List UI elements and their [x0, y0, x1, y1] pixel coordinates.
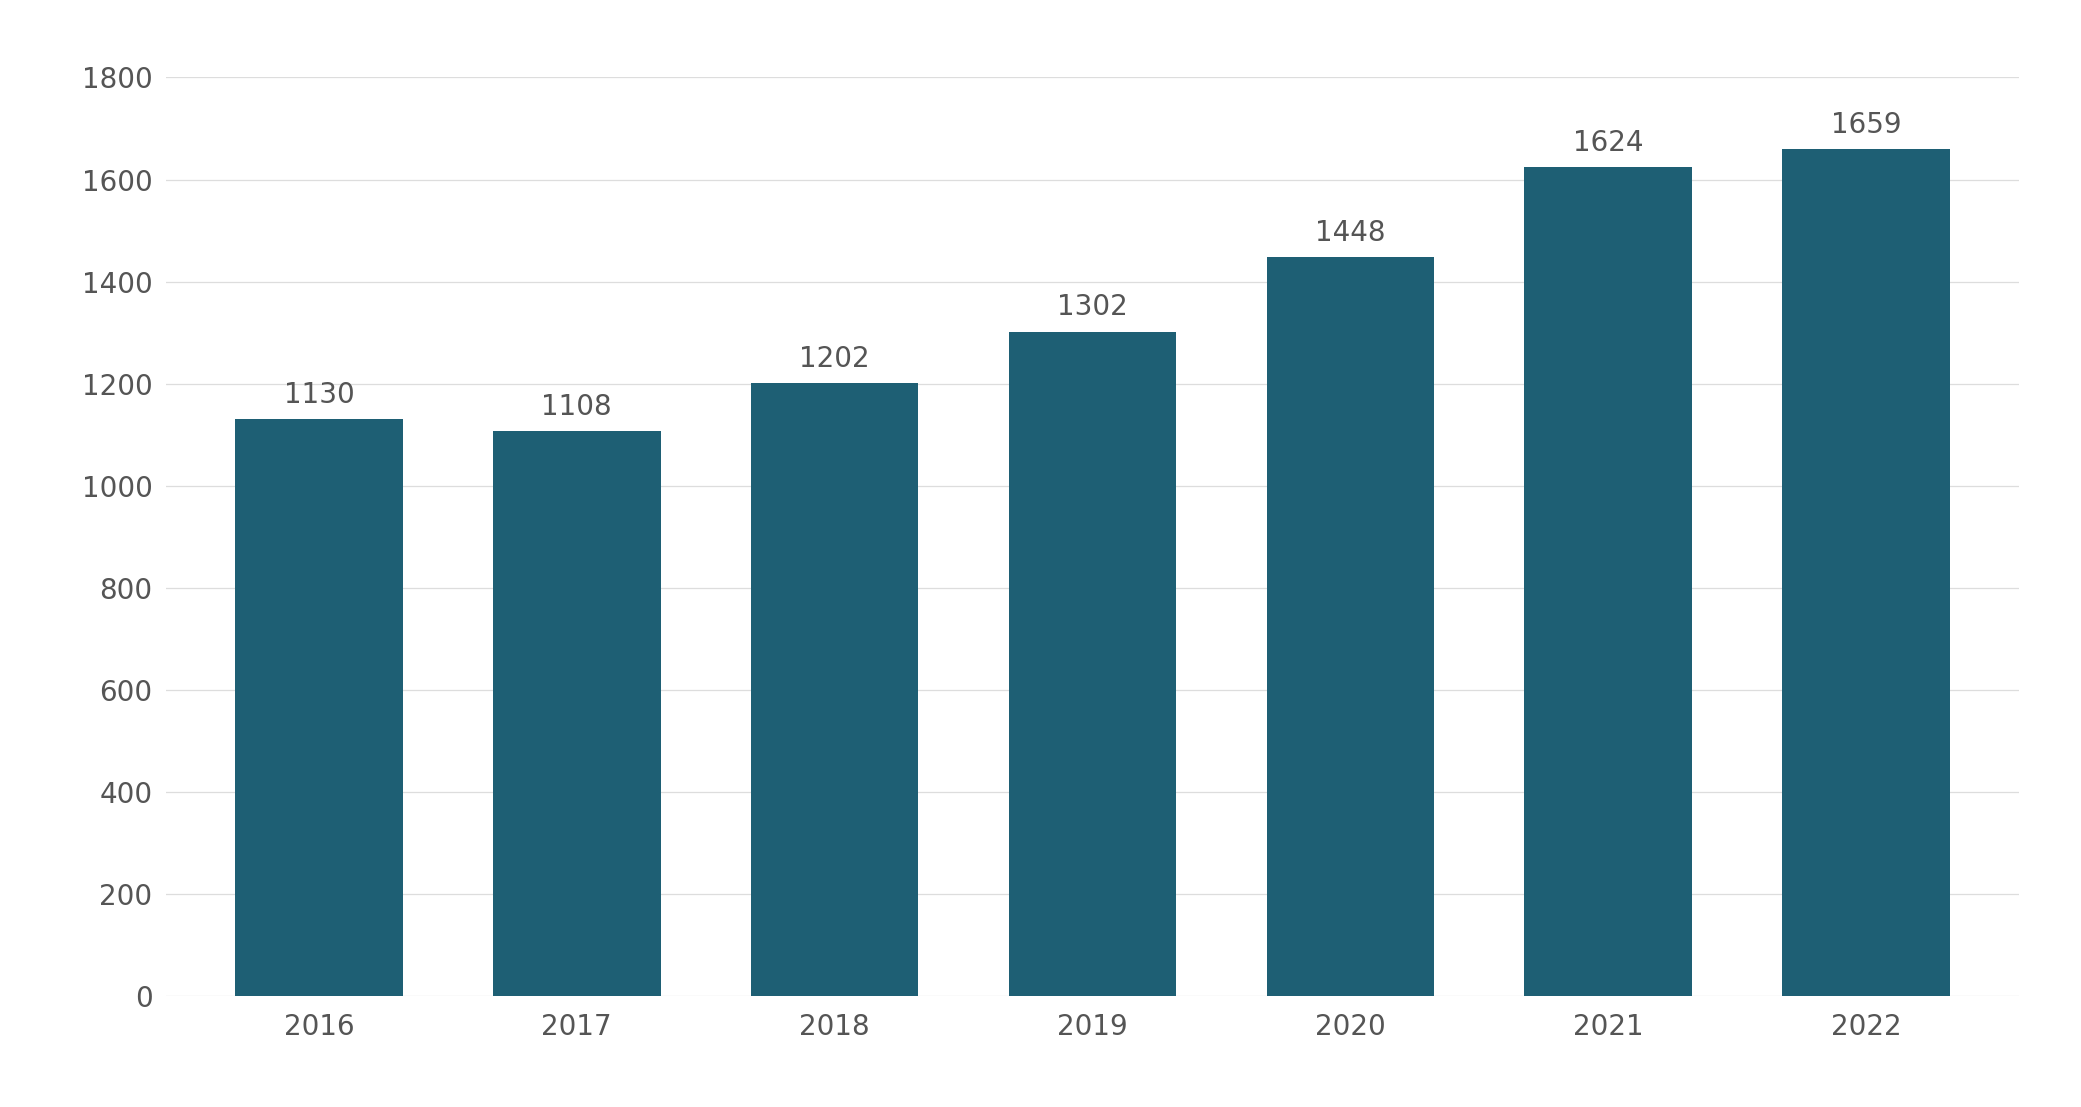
- Bar: [235, 420, 404, 996]
- Text: 1302: 1302: [1057, 293, 1128, 321]
- Text: 1448: 1448: [1315, 219, 1386, 247]
- Text: 1202: 1202: [799, 344, 870, 373]
- Text: 1624: 1624: [1573, 130, 1644, 157]
- Text: 1659: 1659: [1831, 112, 1902, 139]
- Text: 1108: 1108: [541, 393, 612, 421]
- Bar: [1781, 149, 1950, 996]
- Bar: [1267, 257, 1434, 996]
- Bar: [1009, 332, 1176, 996]
- Bar: [1525, 167, 1692, 996]
- Bar: [751, 383, 918, 996]
- Bar: [493, 431, 660, 996]
- Text: 1130: 1130: [283, 381, 354, 410]
